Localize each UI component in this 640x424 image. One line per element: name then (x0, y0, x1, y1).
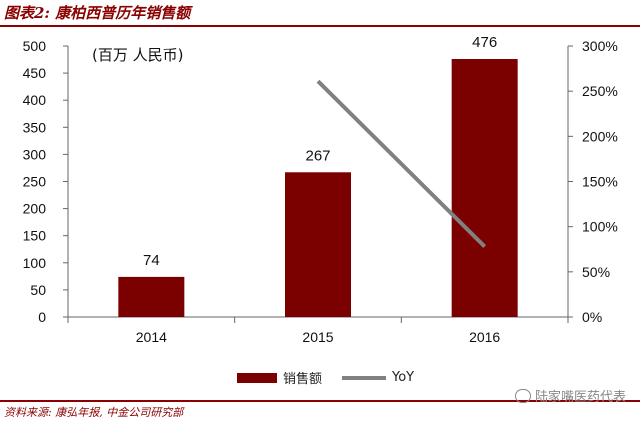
unit-label: (百万 人民币) (92, 46, 183, 64)
legend-swatch-sales (237, 372, 277, 383)
y-tick-label-right: 100% (582, 219, 618, 235)
watermark-text: 陆家嘴医药代表 (534, 390, 626, 405)
y-tick-label-right: 50% (582, 264, 610, 280)
source-note: 资料来源: 康弘年报, 中金公司研究部 (4, 406, 184, 419)
y-tick-label-right: 150% (582, 174, 618, 190)
y-tick-label-right: 250% (582, 83, 618, 99)
data-label-sales: 267 (305, 147, 330, 164)
bar-sales (451, 59, 518, 318)
y-tick-label-left: 500 (23, 38, 47, 54)
line-yoy (316, 79, 487, 248)
bar-sales (118, 276, 185, 317)
y-tick-label-left: 200 (23, 201, 47, 217)
x-tick-label: 2015 (302, 329, 333, 345)
y-tick-label-left: 0 (38, 309, 46, 325)
y-tick-label-left: 150 (23, 228, 47, 244)
bar-sales (285, 172, 351, 317)
footer-rule (0, 400, 640, 402)
figure-title: 图表2: 康柏西普历年销售额 (4, 4, 191, 22)
y-tick-label-left: 350 (23, 119, 47, 135)
y-tick-label-left: 50 (30, 282, 46, 298)
chart-legend: 销售额 YoY (237, 368, 414, 387)
y-tick-label-right: 0% (582, 309, 602, 325)
legend-label-yoy: YoY (392, 370, 415, 385)
data-label-sales: 476 (472, 34, 497, 51)
y-tick-label-right: 300% (582, 38, 618, 54)
legend-swatch-yoy (342, 375, 387, 380)
x-tick-label: 2016 (469, 329, 500, 345)
legend-label-sales: 销售额 (283, 372, 323, 387)
data-label-sales: 74 (143, 252, 160, 269)
y-tick-label-left: 300 (23, 146, 47, 162)
watermark: 陆家嘴医药代表 (514, 386, 626, 405)
y-tick-label-right: 200% (582, 128, 618, 144)
y-tick-label-left: 250 (23, 174, 47, 190)
y-tick-label-left: 100 (23, 255, 47, 271)
wechat-icon (514, 388, 531, 403)
x-tick-label: 2014 (136, 329, 167, 345)
y-tick-label-left: 450 (23, 65, 47, 81)
title-rule (0, 25, 640, 27)
y-tick-label-left: 400 (23, 92, 47, 108)
